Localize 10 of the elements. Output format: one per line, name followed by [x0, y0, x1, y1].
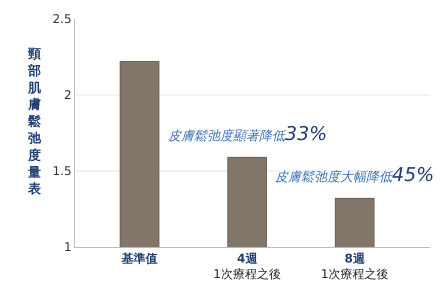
x-tick-label: 4週 1次療程之後: [213, 251, 281, 281]
y-tick-label: 2: [64, 88, 72, 102]
y-tick-label: 1: [64, 240, 72, 254]
y-tick-label: 2.5: [52, 12, 72, 26]
annotation: 皮膚鬆弛度大幅降低45%: [275, 164, 434, 186]
y-tick-label: 1.5: [52, 164, 72, 178]
x-tick-label: 基準值: [120, 251, 158, 266]
x-tick-label: 8週 1次療程之後: [320, 251, 389, 281]
annotation: 皮膚鬆弛度顯著降低33%: [168, 123, 328, 145]
text: 頸部肌膚鬆弛度量表: [28, 47, 41, 198]
